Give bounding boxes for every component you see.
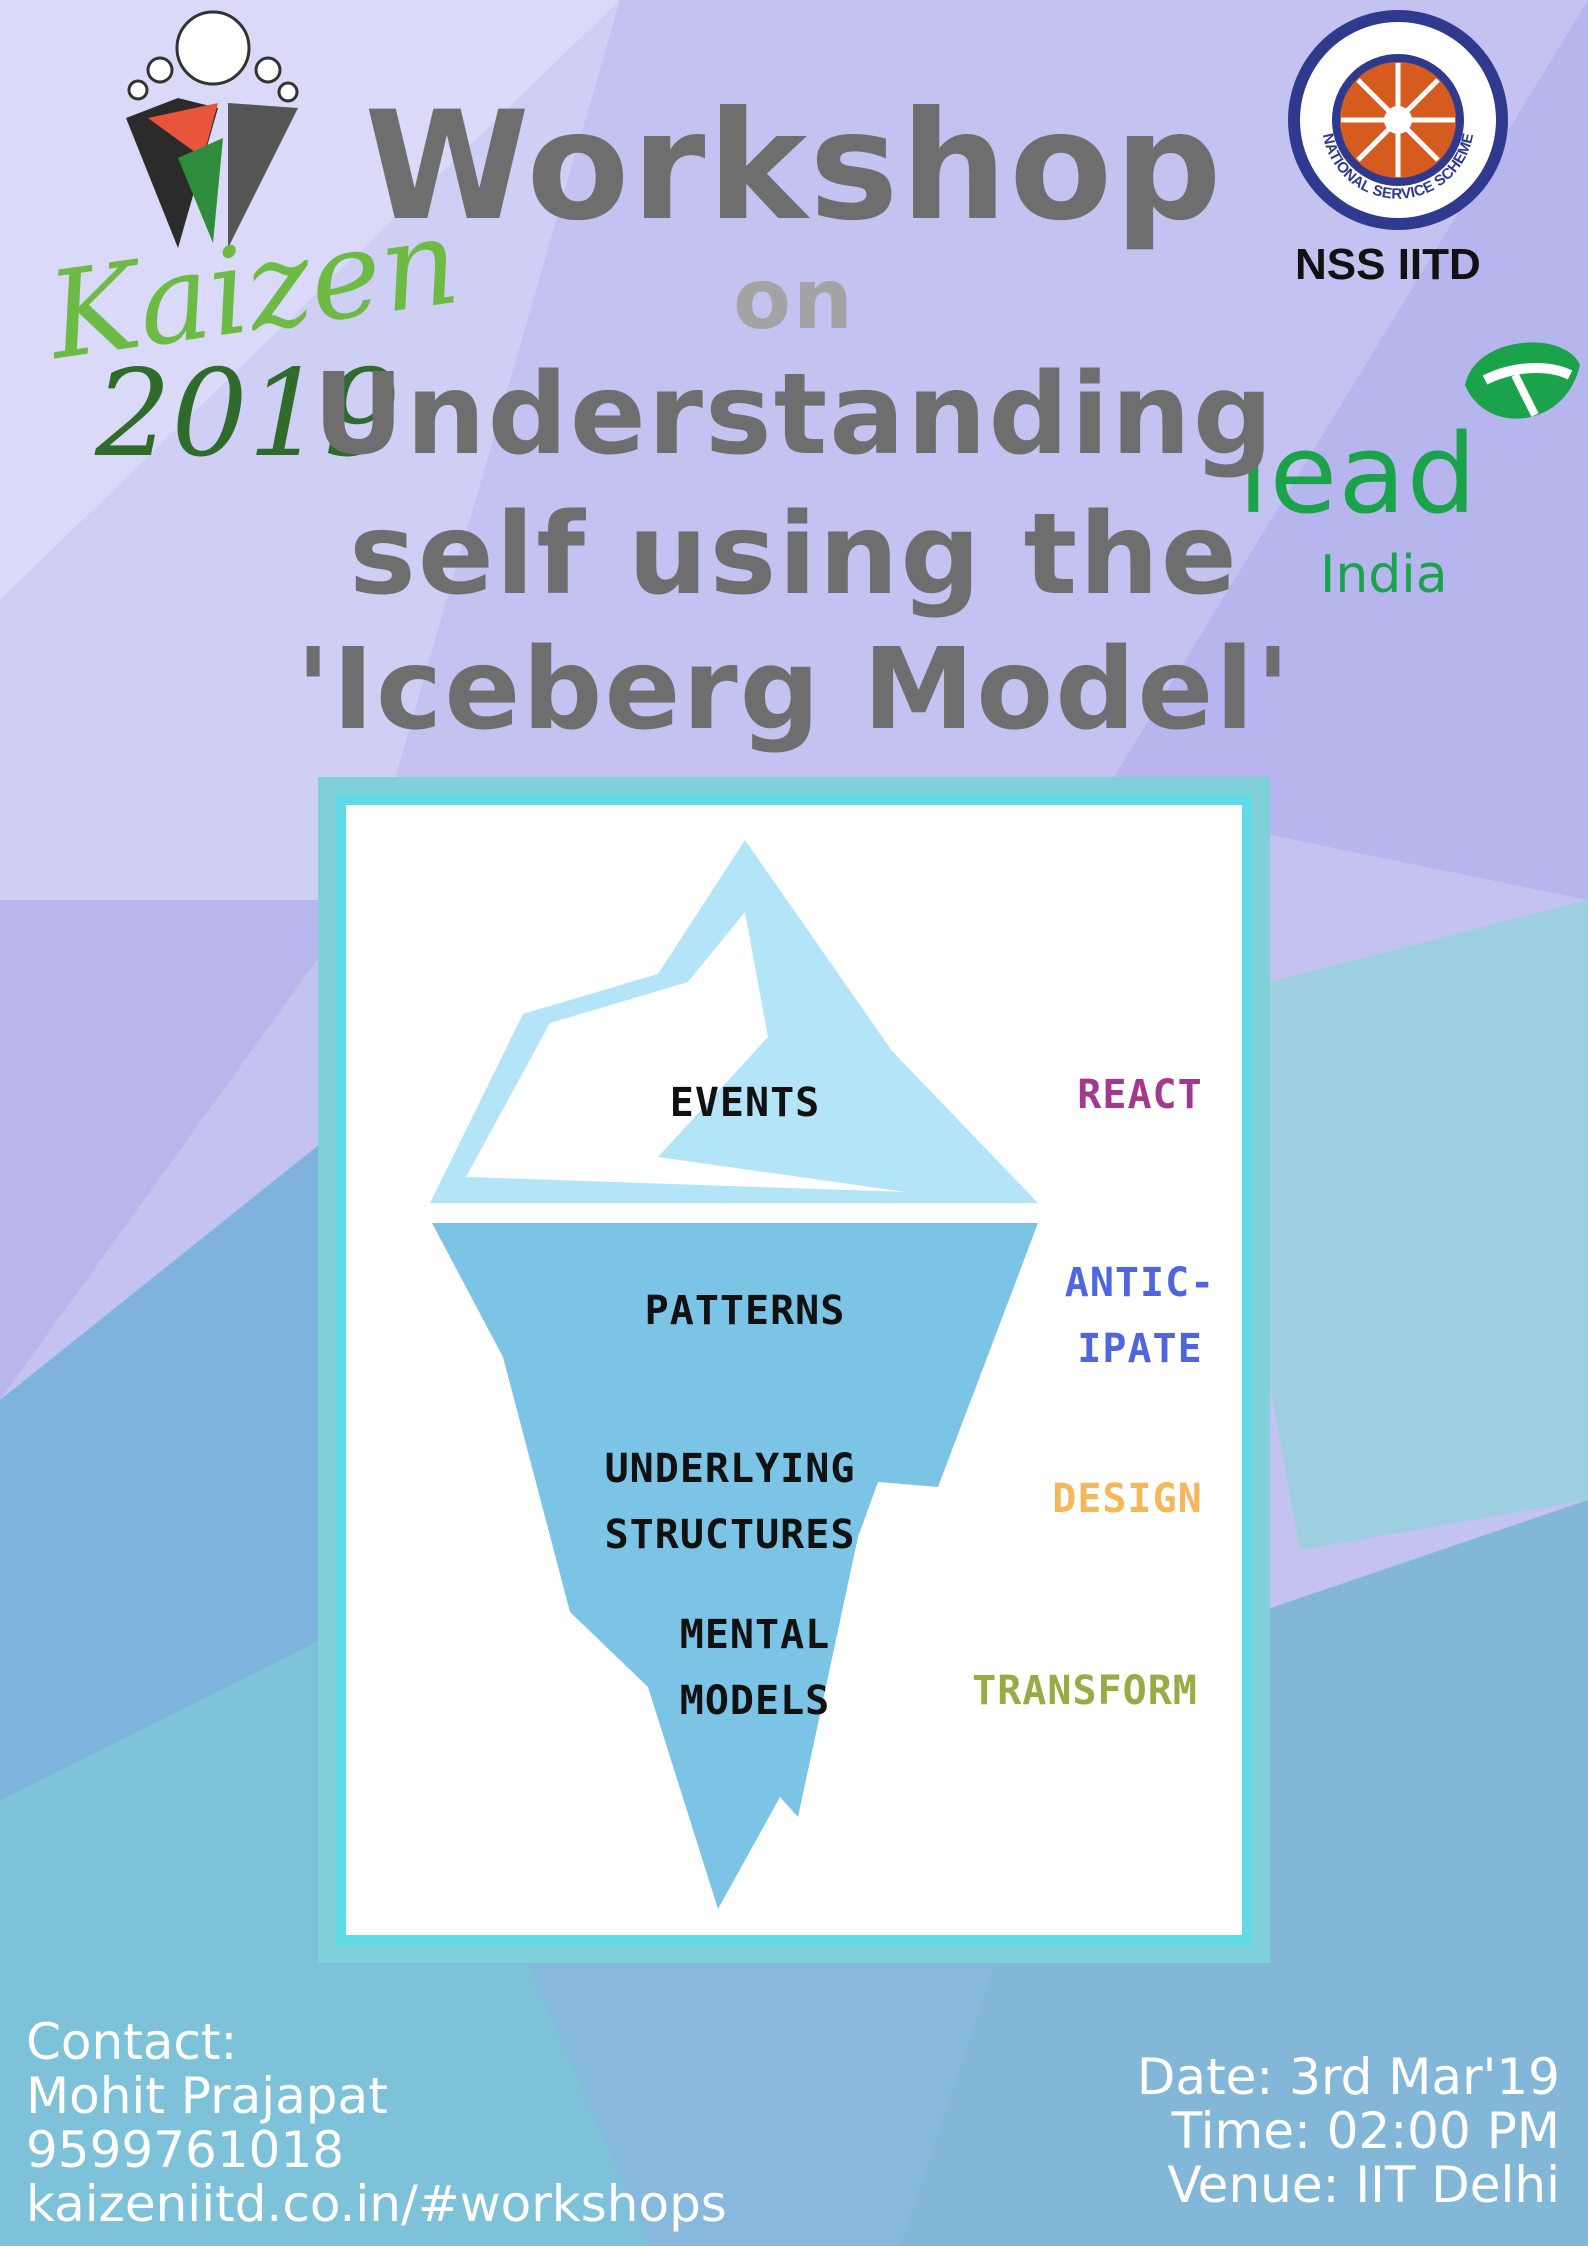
event-time: Time: 02:00 PM: [1171, 2102, 1560, 2160]
action-label-transform: TRANSFORM: [972, 1668, 1198, 1714]
action-label-design: DESIGN: [1052, 1476, 1203, 1522]
title-iceberg-model: 'Iceberg Model': [295, 625, 1293, 755]
event-venue: Venue: IIT Delhi: [1167, 2156, 1560, 2214]
title-understanding: Understanding: [312, 350, 1276, 480]
lead-logo-word: lead: [1238, 410, 1478, 538]
nss-label: NSS IITD: [1295, 240, 1481, 289]
kaizen-logo-year: 2019: [95, 345, 401, 484]
action-label-react: REACT: [1077, 1072, 1203, 1118]
event-details: Date: 3rd Mar'19 Time: 02:00 PM Venue: I…: [1137, 2050, 1560, 2212]
event-date: Date: 3rd Mar'19: [1136, 2048, 1560, 2106]
contact-block: Contact: Mohit Prajapat 9599761018 kaize…: [26, 2015, 727, 2231]
title-self-using: self using the: [349, 490, 1239, 620]
iceberg-diagram: [430, 840, 1038, 1909]
contact-heading: Contact:: [26, 2013, 238, 2071]
title-workshop: Workshop: [364, 80, 1224, 254]
kaizen-figure-icon: [126, 10, 299, 248]
iceberg-label-events: EVENTS: [669, 1080, 821, 1126]
iceberg-base: [432, 1223, 1038, 1909]
contact-website[interactable]: kaizeniitd.co.in/#workshops: [26, 2175, 727, 2233]
iceberg-label-mental-models: MENTAL MODELS: [679, 1612, 831, 1724]
action-label-anticipate: ANTIC- IPATE: [1064, 1260, 1216, 1372]
nss-seal-icon: NATIONAL SERVICE SCHEME: [1288, 10, 1508, 230]
contact-phone[interactable]: 9599761018: [26, 2121, 345, 2179]
iceberg-label-structures: UNDERLYING STRUCTURES: [604, 1446, 856, 1558]
title-on: on: [733, 250, 855, 348]
lead-leaf-icon: [1465, 342, 1580, 419]
iceberg-label-patterns: PATTERNS: [644, 1288, 846, 1334]
lead-logo-sub: India: [1320, 545, 1448, 605]
contact-name: Mohit Prajapat: [26, 2067, 388, 2125]
